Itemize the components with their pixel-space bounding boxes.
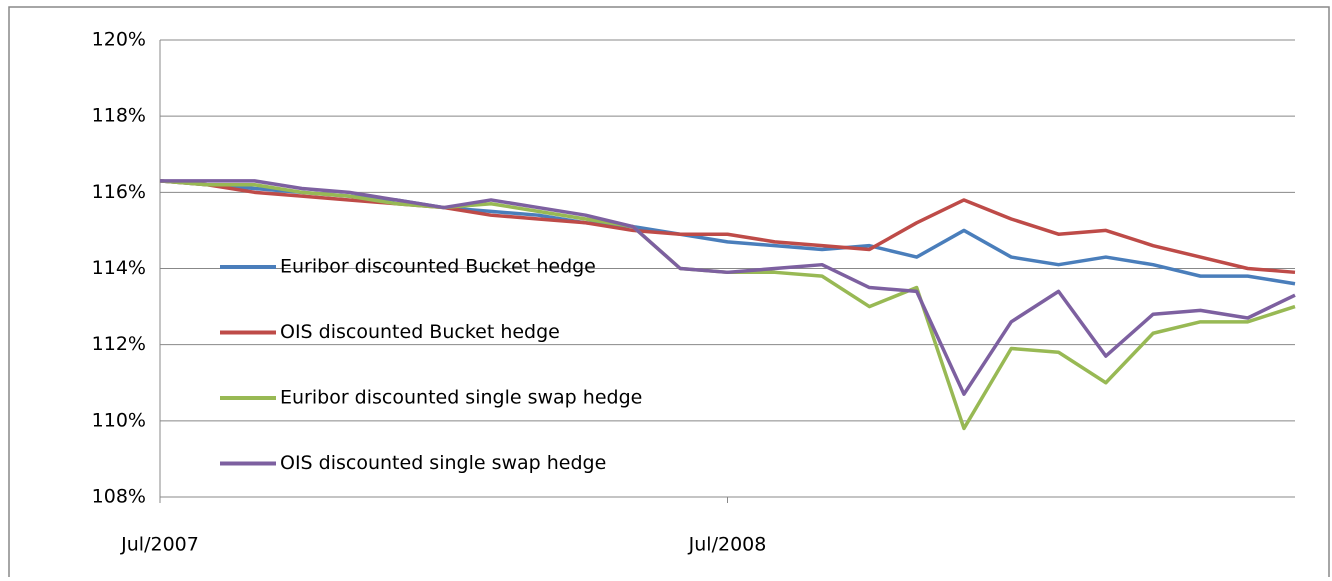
- x-tick-label: Jul/2008: [688, 534, 767, 556]
- x-tick-label: Jul/2007: [120, 534, 199, 556]
- legend-label: Euribor discounted single swap hedge: [280, 387, 642, 409]
- chart-frame: [8, 6, 1330, 581]
- legend-label: Euribor discounted Bucket hedge: [280, 256, 596, 278]
- y-tick-label: 108%: [92, 486, 146, 508]
- series-line: [159, 179, 1296, 275]
- y-tick-label: 112%: [92, 333, 146, 355]
- y-tick-label: 110%: [92, 409, 146, 431]
- legend-label: OIS discounted single swap hedge: [280, 452, 606, 474]
- series-line: [160, 179, 1296, 396]
- y-tick-label: 118%: [92, 105, 146, 127]
- y-tick-label: 120%: [92, 29, 146, 51]
- y-tick-label: 116%: [92, 181, 146, 203]
- legend-label: OIS discounted Bucket hedge: [280, 321, 560, 343]
- y-tick-label: 114%: [92, 257, 146, 279]
